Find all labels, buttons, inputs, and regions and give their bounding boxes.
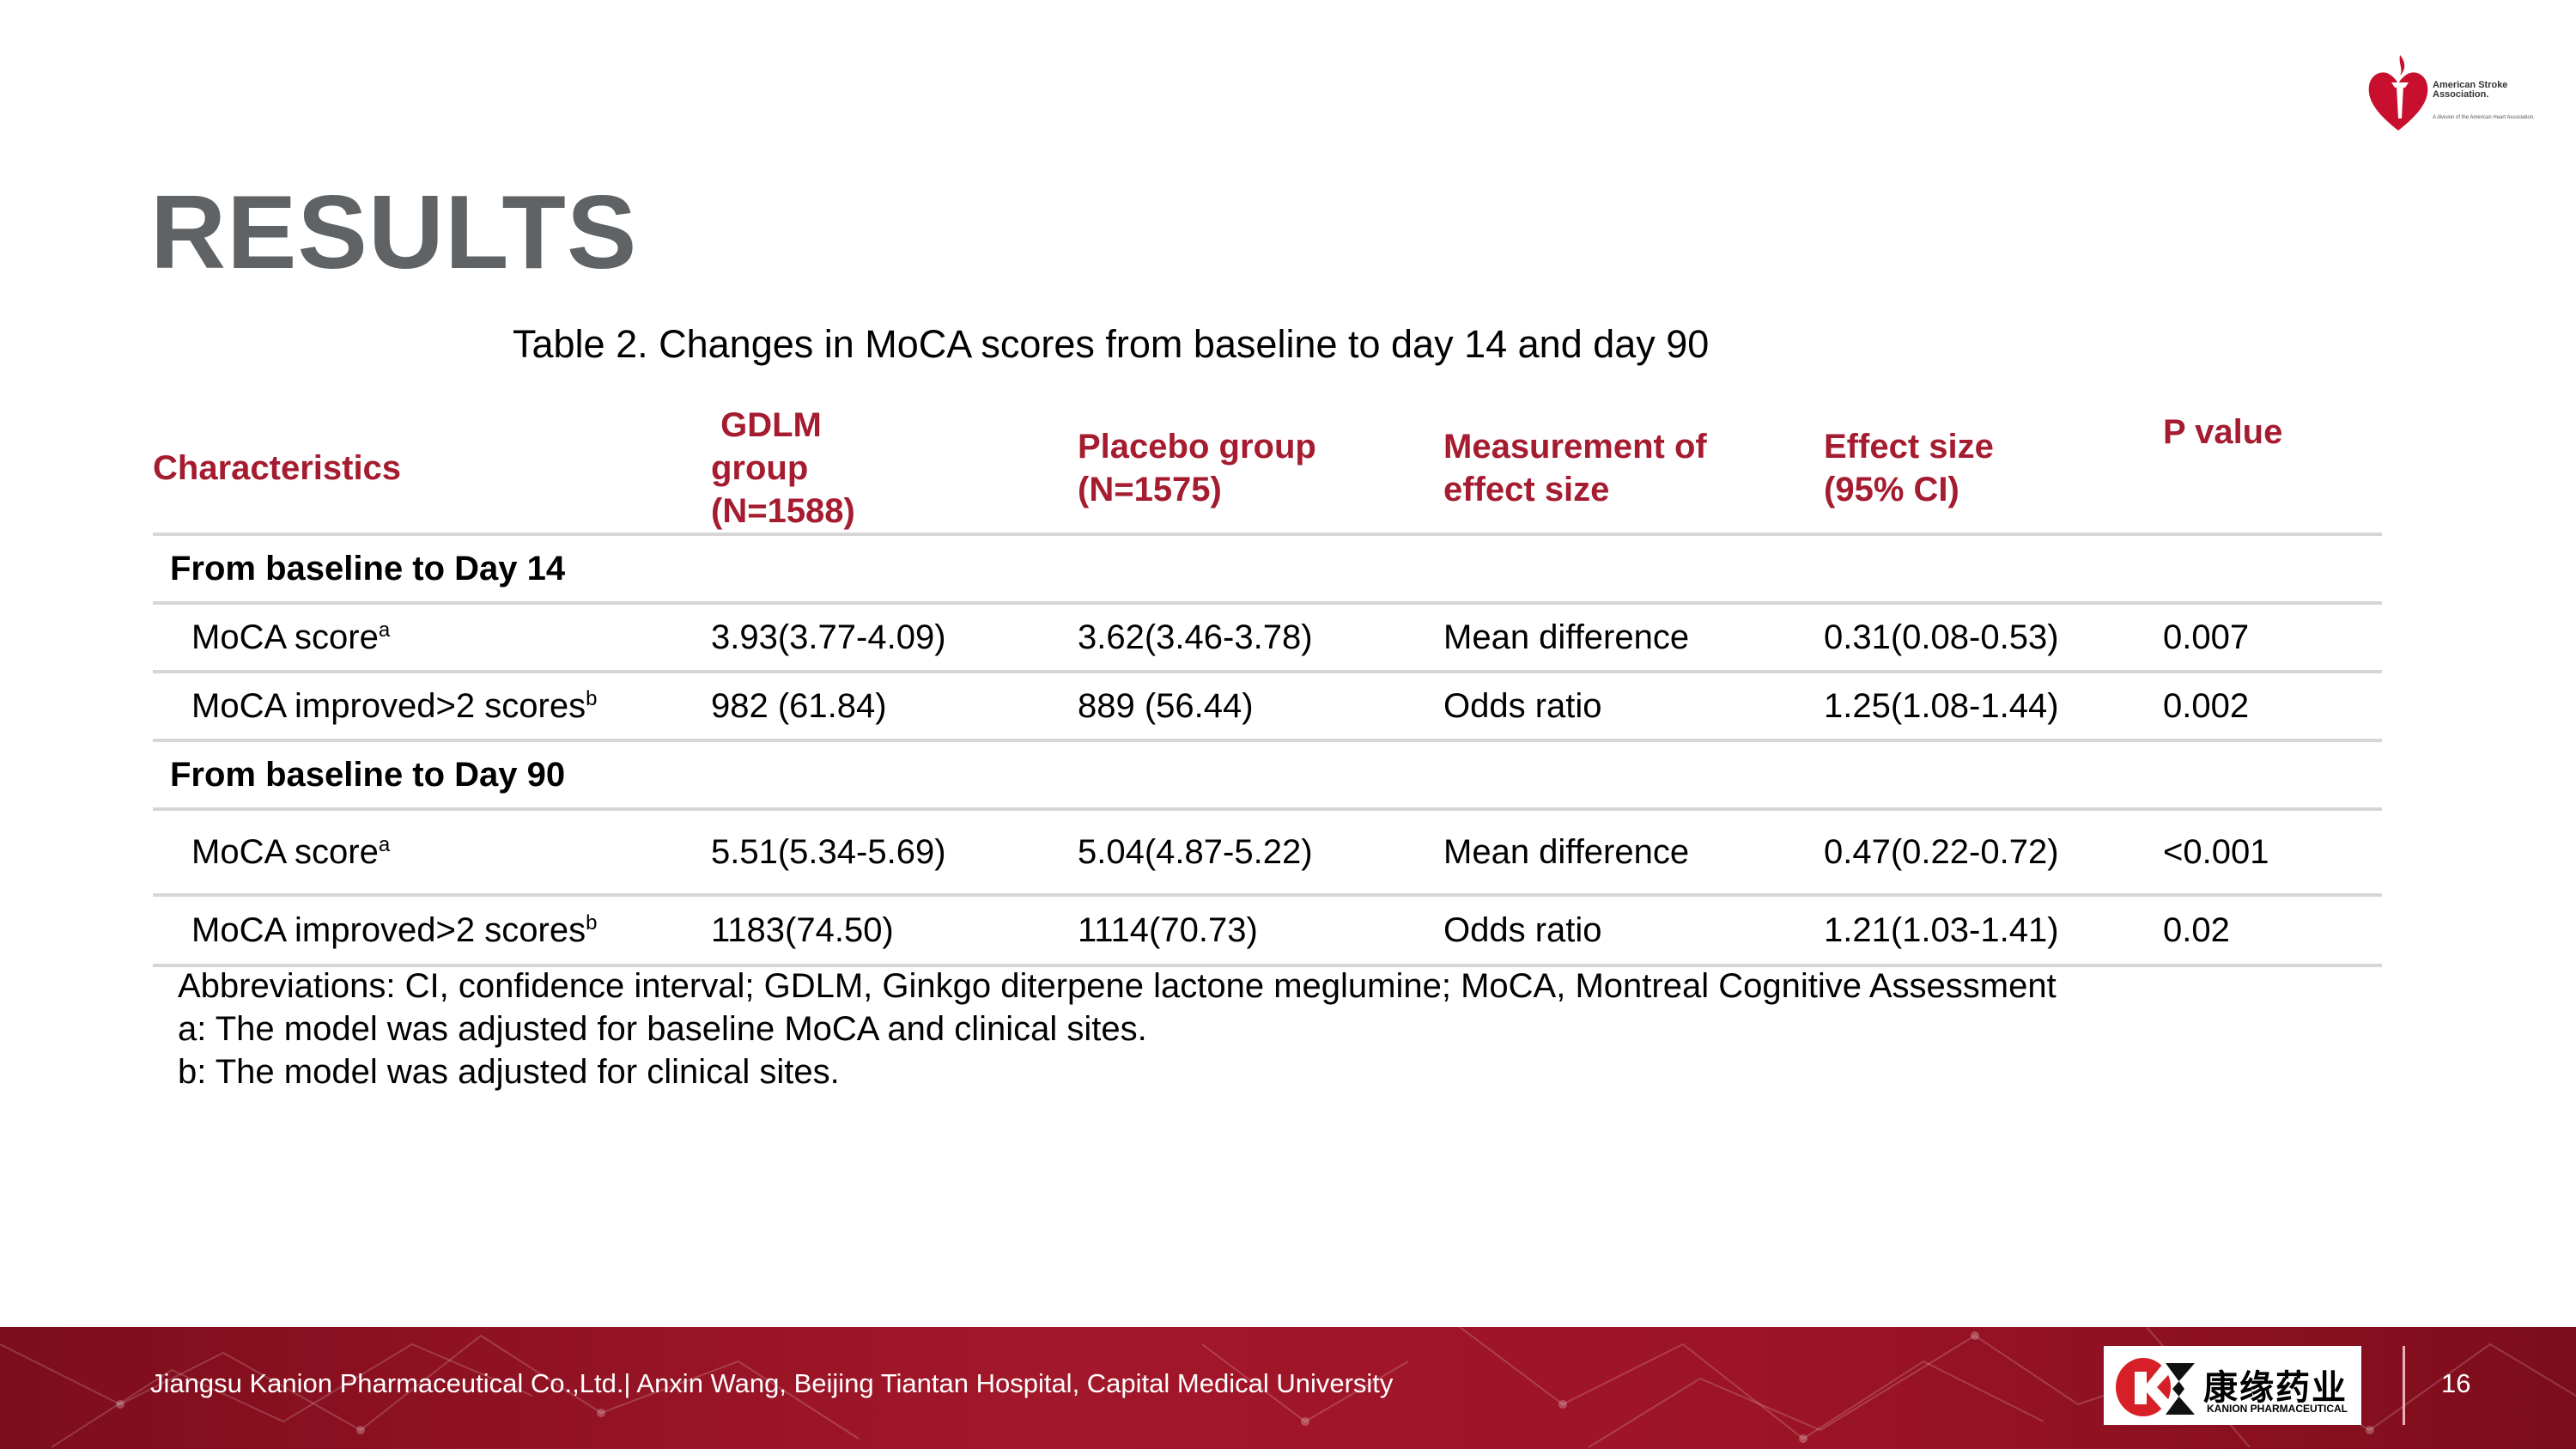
cell-placebo: 1114(70.73) [1078,895,1443,967]
asa-logo-subtext: A division of the American Heart Associa… [2433,115,2535,120]
cell-effect: 0.31(0.08-0.53) [1824,603,2163,673]
header-placebo-text: Placebo group (N=1575) [1078,428,1316,508]
cell-measure: Mean difference [1443,809,1824,897]
kanion-k-icon [2116,1358,2195,1416]
section-label: From baseline to Day 90 [153,740,2382,811]
header-gdlm: GDLM group (N=1588) [711,404,1078,536]
results-table: Characteristics GDLM group (N=1588) Plac… [153,404,2382,967]
row-label: MoCA scorea [153,603,711,673]
table-header-row: Characteristics GDLM group (N=1588) Plac… [153,404,2382,536]
note-abbreviations: Abbreviations: CI, confidence interval; … [178,967,2057,1005]
cell-p: 0.002 [2163,672,2382,742]
footer-band: Jiangsu Kanion Pharmaceutical Co.,Ltd.| … [0,1327,2576,1449]
footer-credit: Jiangsu Kanion Pharmaceutical Co.,Ltd.| … [150,1368,1394,1398]
cell-placebo: 3.62(3.46-3.78) [1078,603,1443,673]
header-measurement: Measurement of effect size [1443,404,1824,536]
asa-logo: American Stroke Association. A division … [2366,52,2537,137]
table-row: MoCA scorea 5.51(5.34-5.69) 5.04(4.87-5.… [153,809,2382,897]
cell-gdlm: 3.93(3.77-4.09) [711,603,1078,673]
network-pattern-decoration [0,1327,2576,1448]
header-effect-size: Effect size (95% CI) [1824,404,2163,536]
kanion-logo: 康缘药业 KANION PHARMACEUTICAL [2104,1346,2361,1425]
row-footnote-mark: a [378,832,391,856]
cell-placebo: 5.04(4.87-5.22) [1078,809,1443,897]
cell-measure: Odds ratio [1443,895,1824,967]
row-label: MoCA improved>2 scoresb [153,672,711,742]
row-label-text: MoCA score [191,618,379,656]
section-label: From baseline to Day 14 [153,534,2382,605]
page-title: RESULTS [150,174,638,290]
header-p-value: P value [2163,404,2382,536]
table-notes: Abbreviations: CI, confidence interval; … [178,965,2057,1093]
footer-divider [2403,1346,2405,1425]
cell-gdlm: 982 (61.84) [711,672,1078,742]
cell-gdlm: 5.51(5.34-5.69) [711,809,1078,897]
table-row: MoCA improved>2 scoresb 1183(74.50) 1114… [153,895,2382,967]
note-a: a: The model was adjusted for baseline M… [178,1010,1147,1048]
header-gdlm-text: GDLM group (N=1588) [711,406,855,530]
section-row: From baseline to Day 14 [153,534,2382,605]
cell-measure: Odds ratio [1443,672,1824,742]
note-b: b: The model was adjusted for clinical s… [178,1053,840,1091]
cell-effect: 0.47(0.22-0.72) [1824,809,2163,897]
table-caption: Table 2. Changes in MoCA scores from bas… [513,322,1710,366]
cell-effect: 1.25(1.08-1.44) [1824,672,2163,742]
cell-effect: 1.21(1.03-1.41) [1824,895,2163,967]
row-label-text: MoCA improved>2 scores [191,910,586,949]
row-footnote-mark: b [586,910,598,935]
row-label: MoCA scorea [153,809,711,897]
kanion-logo-cn: 康缘药业 [2203,1369,2348,1407]
cell-p: 0.02 [2163,895,2382,967]
cell-gdlm: 1183(74.50) [711,895,1078,967]
cell-p: <0.001 [2163,809,2382,897]
row-label-text: MoCA score [191,832,379,871]
header-characteristics: Characteristics [153,404,711,536]
header-placebo: Placebo group (N=1575) [1078,404,1443,536]
section-row: From baseline to Day 90 [153,740,2382,811]
table-row: MoCA improved>2 scoresb 982 (61.84) 889 … [153,672,2382,742]
row-footnote-mark: b [586,686,598,710]
cell-measure: Mean difference [1443,603,1824,673]
table-row: MoCA scorea 3.93(3.77-4.09) 3.62(3.46-3.… [153,603,2382,673]
cell-p: 0.007 [2163,603,2382,673]
header-measurement-text: Measurement of effect size [1443,428,1707,508]
row-label: MoCA improved>2 scoresb [153,895,711,967]
page-number: 16 [2441,1368,2471,1398]
heart-torch-icon [2368,55,2428,131]
kanion-logo-en: KANION PHARMACEUTICAL [2207,1403,2348,1415]
asa-logo-text: American Stroke Association. [2433,80,2508,100]
header-effect-size-text: Effect size (95% CI) [1824,428,1994,508]
cell-placebo: 889 (56.44) [1078,672,1443,742]
row-footnote-mark: a [378,618,391,642]
row-label-text: MoCA improved>2 scores [191,686,586,725]
